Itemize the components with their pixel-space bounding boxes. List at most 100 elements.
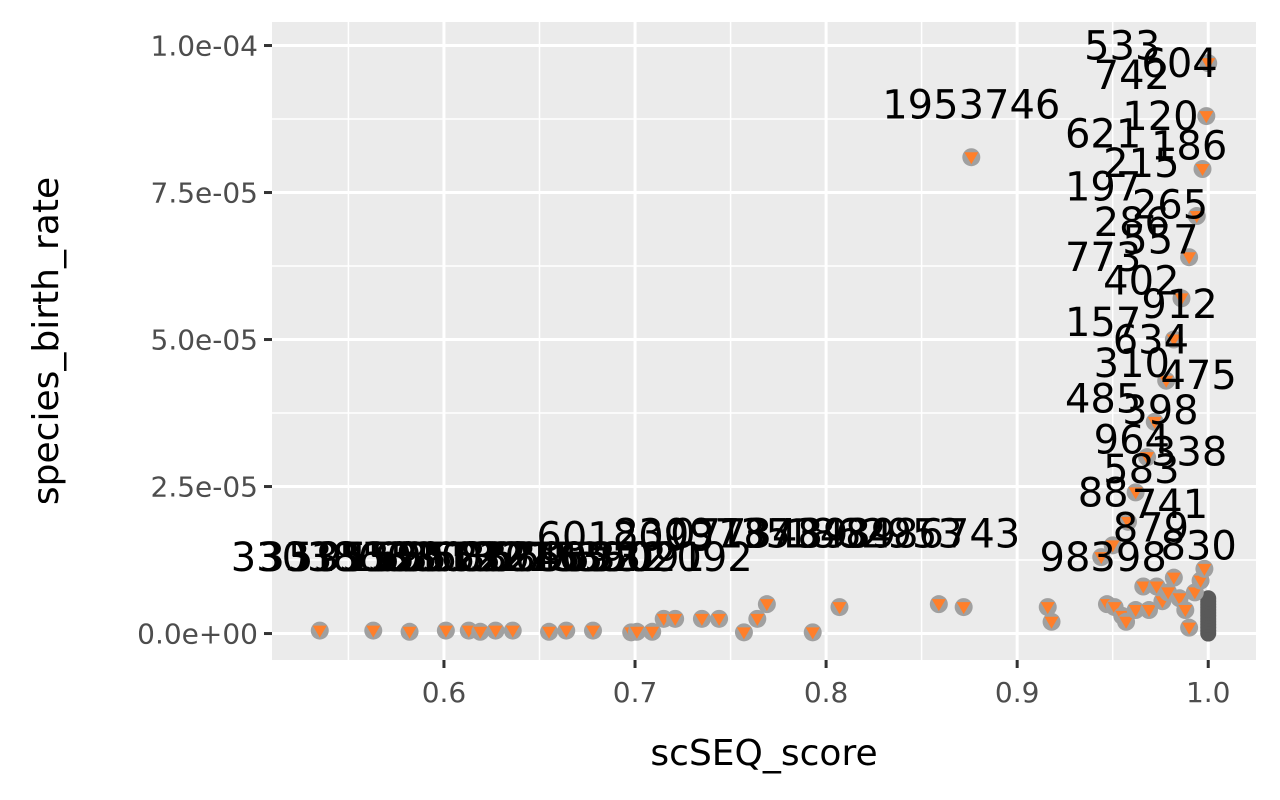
data-point-marker	[1107, 602, 1122, 615]
data-point-marker	[1195, 164, 1210, 177]
point-label: 742	[1094, 53, 1170, 99]
data-point-marker	[585, 625, 600, 638]
data-point-marker	[488, 625, 503, 638]
point-label: 402	[1103, 259, 1179, 305]
data-point-marker	[931, 599, 946, 612]
point-label: 120	[1122, 94, 1198, 140]
point-label: 773	[1065, 235, 1141, 281]
point-label: 1862953	[785, 512, 963, 558]
point-label: 8309735	[613, 512, 791, 558]
data-point-marker	[964, 152, 979, 165]
data-point-marker	[750, 613, 765, 626]
point-label: 6515321	[374, 535, 552, 581]
point-label: 583	[1103, 447, 1179, 493]
data-point-marker	[1136, 581, 1151, 594]
point-label: 741	[1132, 482, 1208, 528]
data-point-marker	[1040, 602, 1055, 615]
y-axis-title: species_birth_rate	[26, 177, 67, 505]
point-label: 475	[1160, 353, 1236, 399]
data-point-marker	[759, 599, 774, 612]
point-label: 9552913	[317, 535, 495, 581]
point-label: 6695332	[489, 535, 667, 581]
point-label: 197	[1065, 165, 1141, 211]
data-point-marker	[402, 626, 417, 639]
data-point-marker	[1044, 616, 1059, 629]
data-point-marker	[473, 626, 488, 639]
point-label: 157	[1065, 300, 1141, 346]
point-label: 3303863	[231, 535, 409, 581]
point-label: 0773489	[670, 512, 848, 558]
data-point-marker	[1189, 211, 1204, 224]
point-label: 88	[1078, 470, 1129, 516]
point-label: 604	[1141, 41, 1217, 87]
data-point-marker	[1187, 587, 1202, 600]
data-point-marker	[1119, 616, 1134, 629]
point-label: 310	[1094, 341, 1170, 387]
data-point-marker	[1182, 622, 1197, 635]
x-tick-label: 0.6	[422, 676, 467, 709]
point-label: 398	[1122, 388, 1198, 434]
point-label: 186	[1151, 123, 1227, 169]
point-label: 6032465	[431, 535, 609, 581]
point-label: 286	[1094, 200, 1170, 246]
point-label: 912	[1141, 282, 1217, 328]
data-point-marker	[736, 627, 751, 640]
point-label: 338	[1151, 429, 1227, 475]
data-point-marker	[438, 625, 453, 638]
point-label: 6012093	[536, 515, 714, 561]
data-point-marker	[505, 625, 520, 638]
data-point-marker	[1142, 605, 1157, 618]
data-point-marker	[956, 602, 971, 615]
y-tick-label: 2.5e-05	[151, 471, 259, 504]
data-point-marker	[1193, 575, 1208, 588]
data-points	[310, 54, 1218, 642]
axes: 0.6 0.7 0.8 0.9 1.0 0.0e+00 2.5e-05 5.0e-05 7.5e…	[137, 30, 1230, 709]
data-point-marker	[629, 626, 644, 639]
data-point-marker	[694, 613, 709, 626]
data-point-marker	[1159, 375, 1174, 388]
data-point-marker	[1166, 334, 1181, 347]
point-label: 215	[1103, 141, 1179, 187]
y-tick-label: 0.0e+00	[137, 618, 258, 651]
point-label: 621	[1065, 112, 1141, 158]
data-point-marker	[1147, 416, 1162, 429]
data-point-marker	[312, 625, 327, 638]
data-point-marker	[1128, 605, 1143, 618]
data-point-marker	[1172, 593, 1187, 606]
x-tick-label: 1.0	[1186, 676, 1231, 709]
data-point-marker	[1197, 563, 1212, 576]
data-point-marker	[1166, 572, 1181, 585]
data-point-marker	[1161, 587, 1176, 600]
point-label: 265	[1132, 182, 1208, 228]
y-tick-label: 5.0e-05	[151, 324, 259, 357]
x-axis-title: scSEQ_score	[650, 733, 877, 774]
point-label: 879	[1113, 506, 1189, 552]
point-label: 3486743	[842, 512, 1020, 558]
data-point-marker	[805, 627, 820, 640]
point-label: 5902092	[575, 535, 753, 581]
x-tick-label: 0.9	[995, 676, 1040, 709]
data-point-marker	[1201, 58, 1216, 71]
data-point-marker	[542, 626, 557, 639]
data-point-marker	[1140, 452, 1155, 465]
x-tick-label: 0.7	[613, 676, 658, 709]
point-label: 634	[1113, 318, 1189, 364]
point-label: 533	[1084, 24, 1160, 70]
point-label: 7535091	[527, 535, 705, 581]
data-point-marker	[1094, 552, 1109, 565]
data-point-marker	[1128, 487, 1143, 500]
point-label: 1595122	[345, 535, 523, 581]
data-point-marker	[1120, 516, 1135, 529]
data-point-marker	[1178, 605, 1193, 618]
grid-lines	[272, 22, 1256, 660]
point-label: 964	[1094, 417, 1170, 463]
data-point-marker	[832, 602, 847, 615]
y-tick-label: 7.5e-05	[151, 177, 259, 210]
dense-point	[1200, 590, 1217, 607]
point-label: 830	[1160, 523, 1236, 569]
data-point-marker	[366, 625, 381, 638]
point-label: 485	[1065, 376, 1141, 422]
data-point-marker	[668, 613, 683, 626]
point-label: 3313503	[259, 535, 437, 581]
